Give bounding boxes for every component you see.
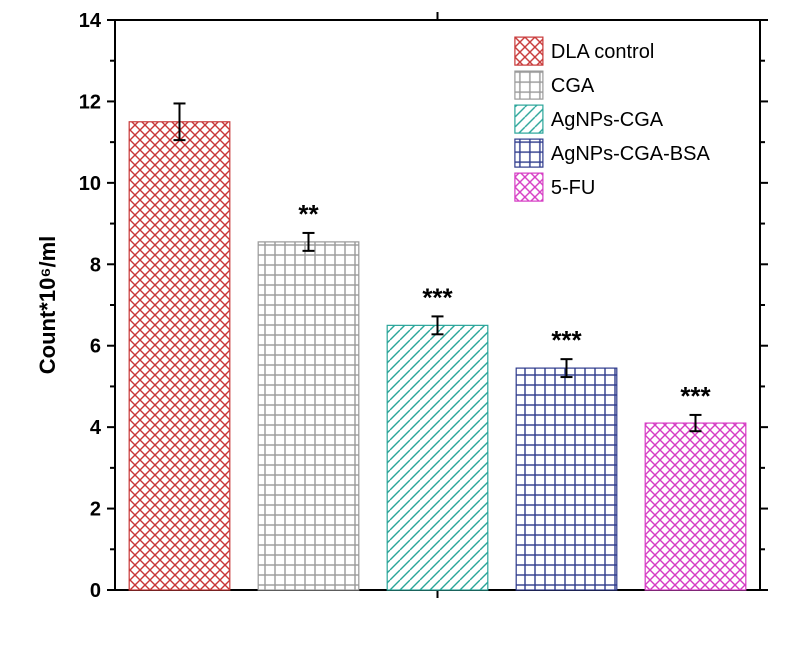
y-tick-label: 14	[79, 10, 102, 32]
y-tick-label: 6	[90, 336, 101, 358]
legend-label: 5-FU	[551, 177, 595, 199]
legend-swatch	[515, 139, 543, 167]
bar	[645, 423, 746, 590]
legend-label: DLA control	[551, 41, 654, 63]
legend-swatch	[515, 173, 543, 201]
legend-label: CGA	[551, 75, 595, 97]
legend: DLA control CGA AgNPs-CGA AgNPs-CGA-BSA 5-FU	[515, 37, 711, 201]
legend-swatch	[515, 71, 543, 99]
y-tick-label: 12	[79, 91, 101, 113]
y-axis-label: Count*10⁶/ml	[35, 236, 60, 374]
legend-label: AgNPs-CGA-BSA	[551, 143, 711, 165]
y-tick-label: 2	[90, 499, 101, 521]
significance-label: ***	[551, 325, 582, 355]
legend-swatch	[515, 105, 543, 133]
y-tick-label: 8	[90, 254, 101, 276]
y-tick-label: 0	[90, 580, 101, 602]
y-tick-label: 4	[90, 417, 102, 439]
legend-swatch	[515, 37, 543, 65]
legend-label: AgNPs-CGA	[551, 109, 664, 131]
y-tick-label: 10	[79, 173, 101, 195]
bar	[387, 325, 488, 590]
significance-label: ***	[680, 381, 711, 411]
bar	[258, 242, 359, 590]
bar	[129, 122, 230, 590]
bar-chart: 02468101214Count*10⁶/ml***********DLA co…	[0, 0, 792, 649]
chart-container: 02468101214Count*10⁶/ml***********DLA co…	[0, 0, 792, 649]
bar	[516, 368, 617, 590]
significance-label: **	[298, 199, 319, 229]
significance-label: ***	[422, 282, 453, 312]
